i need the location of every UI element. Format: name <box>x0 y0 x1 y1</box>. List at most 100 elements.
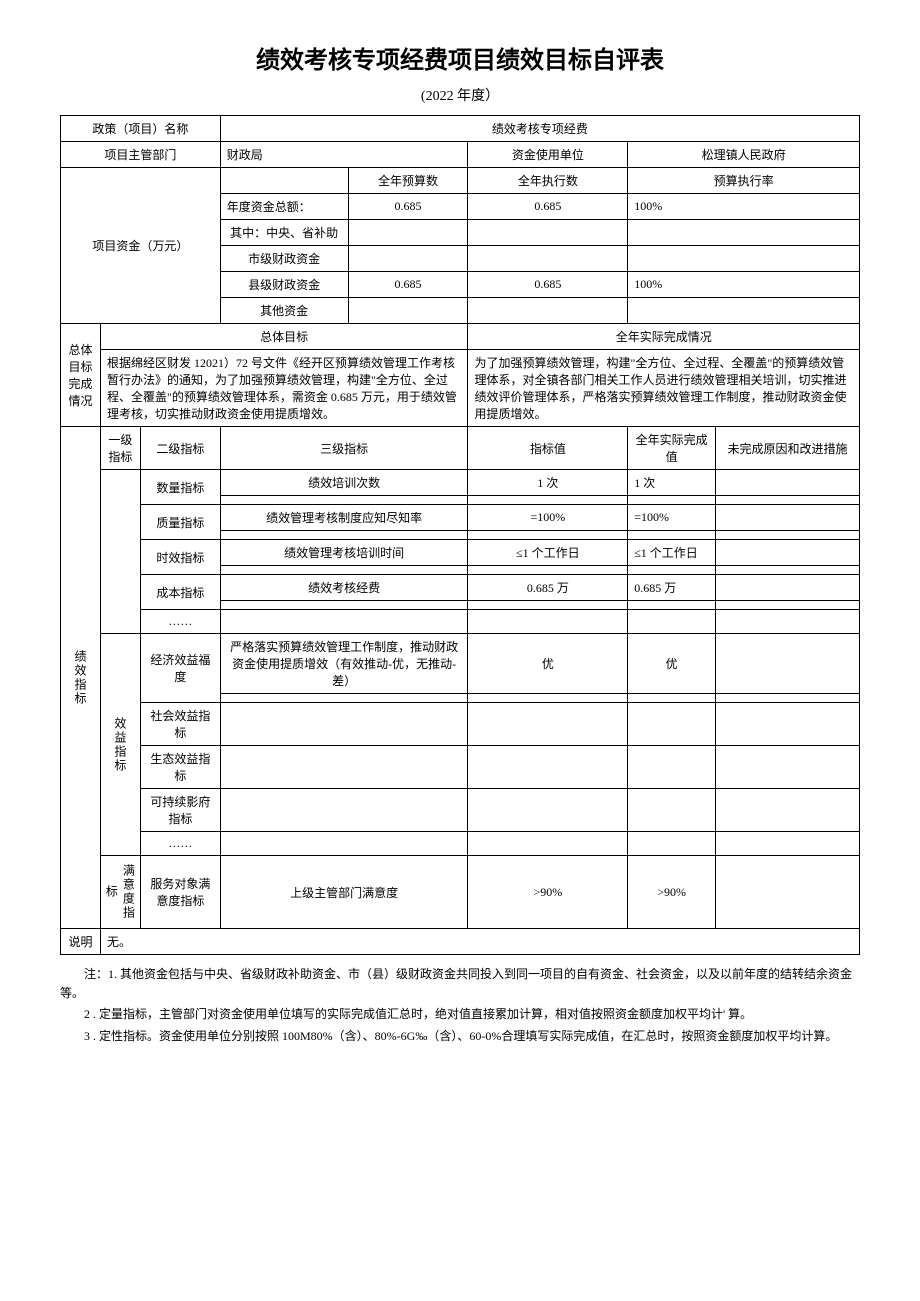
actual-header: 全年实际完成值 <box>628 427 716 470</box>
quality-actualb <box>628 531 716 540</box>
total-exec: 0.685 <box>468 194 628 220</box>
qty-reason <box>716 470 860 496</box>
sustain-target <box>468 789 628 832</box>
policy-label: 政策（项目）名称 <box>61 116 221 142</box>
row-sustain: 可持续影府指标 <box>61 789 860 832</box>
lv1-blank <box>100 470 140 634</box>
social-reason <box>716 703 860 746</box>
dots2-reason <box>716 832 860 856</box>
city-budget <box>348 246 468 272</box>
overall-actual-label: 全年实际完成情况 <box>468 324 860 350</box>
dept-value: 财政局 <box>220 142 468 168</box>
econ-lv3: 严格落实预算绩效管理工作制度，推动财政资金使用提质增效（有效推动-优，无推动-差… <box>220 634 468 694</box>
blank-cell <box>220 168 348 194</box>
col-exec: 全年执行数 <box>468 168 628 194</box>
cost-lv3b <box>220 601 468 610</box>
dots2-target <box>468 832 628 856</box>
social-actual <box>628 703 716 746</box>
county-exec: 0.685 <box>468 272 628 298</box>
lv2-header: 二级指标 <box>140 427 220 470</box>
time-lv3b <box>220 566 468 575</box>
eco-reason <box>716 746 860 789</box>
time-reason <box>716 540 860 566</box>
main-indicator-label: 绩效指标 <box>61 427 101 929</box>
row-quality-1: 质量指标 绩效管理考核制度应知尽知率 =100% =100% <box>61 505 860 531</box>
qty-lv2: 数量指标 <box>140 470 220 505</box>
sustain-reason <box>716 789 860 832</box>
lv1-header: 一级指标 <box>100 427 140 470</box>
overall-actual-text: 为了加强预算绩效管理，构建"全方位、全过程、全覆盖"的预算绩效管理体系，对全镇各… <box>468 350 860 427</box>
eco-lv2: 生态效益指标 <box>140 746 220 789</box>
social-target <box>468 703 628 746</box>
cost-lv3: 绩效考核经费 <box>220 575 468 601</box>
sustain-lv3 <box>220 789 468 832</box>
cost-actual: 0.685 万 <box>628 575 716 601</box>
lv3-header: 三级指标 <box>220 427 468 470</box>
overall-goal-label: 总体目标 <box>100 324 468 350</box>
quality-reason <box>716 505 860 531</box>
cost-targetb <box>468 601 628 610</box>
sat-reason <box>716 856 860 929</box>
dots2-lv3 <box>220 832 468 856</box>
row-dots-1: …… <box>61 610 860 634</box>
row-time-1: 时效指标 绩效管理考核培训时间 ≤1 个工作日 ≤1 个工作日 <box>61 540 860 566</box>
eco-lv3 <box>220 746 468 789</box>
qty-reasonb <box>716 496 860 505</box>
county-budget: 0.685 <box>348 272 468 298</box>
county-rate: 100% <box>628 272 860 298</box>
overall-row-label: 总体目标完成情况 <box>61 324 101 427</box>
footnotes: 注：1. 其他资金包括与中央、省级财政补助资金、市（县）级财政资金共同投入到同一… <box>60 965 860 1046</box>
city-exec <box>468 246 628 272</box>
row-social: 社会效益指标 <box>61 703 860 746</box>
row-overall-header: 总体目标完成情况 总体目标 全年实际完成情况 <box>61 324 860 350</box>
qty-target: 1 次 <box>468 470 628 496</box>
econ-lv2: 经济效益福度 <box>140 634 220 703</box>
row-cost-1: 成本指标 绩效考核经费 0.685 万 0.685 万 <box>61 575 860 601</box>
sat-lv2: 服务对象满意度指标 <box>140 856 220 929</box>
qty-actual: 1 次 <box>628 470 716 496</box>
quality-actual: =100% <box>628 505 716 531</box>
document-year: (2022 年度） <box>60 85 860 105</box>
time-reasonb <box>716 566 860 575</box>
cost-target: 0.685 万 <box>468 575 628 601</box>
row-overall-text: 根据绵经区财发 12021）72 号文件《经开区预算绩效管理工作考核暂行办法》的… <box>61 350 860 427</box>
row-note: 说明 无。 <box>61 929 860 955</box>
dots-target <box>468 610 628 634</box>
time-lv3: 绩效管理考核培训时间 <box>220 540 468 566</box>
sat-target: >90% <box>468 856 628 929</box>
target-header: 指标值 <box>468 427 628 470</box>
fund-unit-label: 资金使用单位 <box>468 142 628 168</box>
total-rate: 100% <box>628 194 860 220</box>
econ-lv3b <box>220 694 468 703</box>
row-eco: 生态效益指标 <box>61 746 860 789</box>
row-dept: 项目主管部门 财政局 资金使用单位 松理镇人民政府 <box>61 142 860 168</box>
quality-targetb <box>468 531 628 540</box>
econ-reasonb <box>716 694 860 703</box>
footnote-1: 注：1. 其他资金包括与中央、省级财政补助资金、市（县）级财政资金共同投入到同一… <box>60 965 860 1003</box>
dots-reason <box>716 610 860 634</box>
quality-lv3b <box>220 531 468 540</box>
other-budget <box>348 298 468 324</box>
sustain-lv2: 可持续影府指标 <box>140 789 220 832</box>
central-budget <box>348 220 468 246</box>
other-exec <box>468 298 628 324</box>
other-label: 其他资金 <box>220 298 348 324</box>
footnote-2: 2 . 定量指标，主管部门对资金使用单位填写的实际完成值汇总时，绝对值直接累加计… <box>60 1005 860 1024</box>
time-target: ≤1 个工作日 <box>468 540 628 566</box>
policy-value: 绩效考核专项经费 <box>220 116 859 142</box>
time-actualb <box>628 566 716 575</box>
cost-reason <box>716 575 860 601</box>
note-value: 无。 <box>100 929 859 955</box>
sat-lv3: 上级主管部门满意度 <box>220 856 468 929</box>
dept-label: 项目主管部门 <box>61 142 221 168</box>
col-budget: 全年预算数 <box>348 168 468 194</box>
eco-actual <box>628 746 716 789</box>
fund-unit-value: 松理镇人民政府 <box>628 142 860 168</box>
footnote-3: 3 . 定性指标。资金使用单位分别按照 100M80%（含）、80%-6G‰（含… <box>60 1027 860 1046</box>
document-title: 绩效考核专项经费项目绩效目标自评表 <box>60 40 860 75</box>
qty-targetb <box>468 496 628 505</box>
dots-lv3 <box>220 610 468 634</box>
reason-header: 未完成原因和改进措施 <box>716 427 860 470</box>
sat-actual: >90% <box>628 856 716 929</box>
col-rate: 预算执行率 <box>628 168 860 194</box>
